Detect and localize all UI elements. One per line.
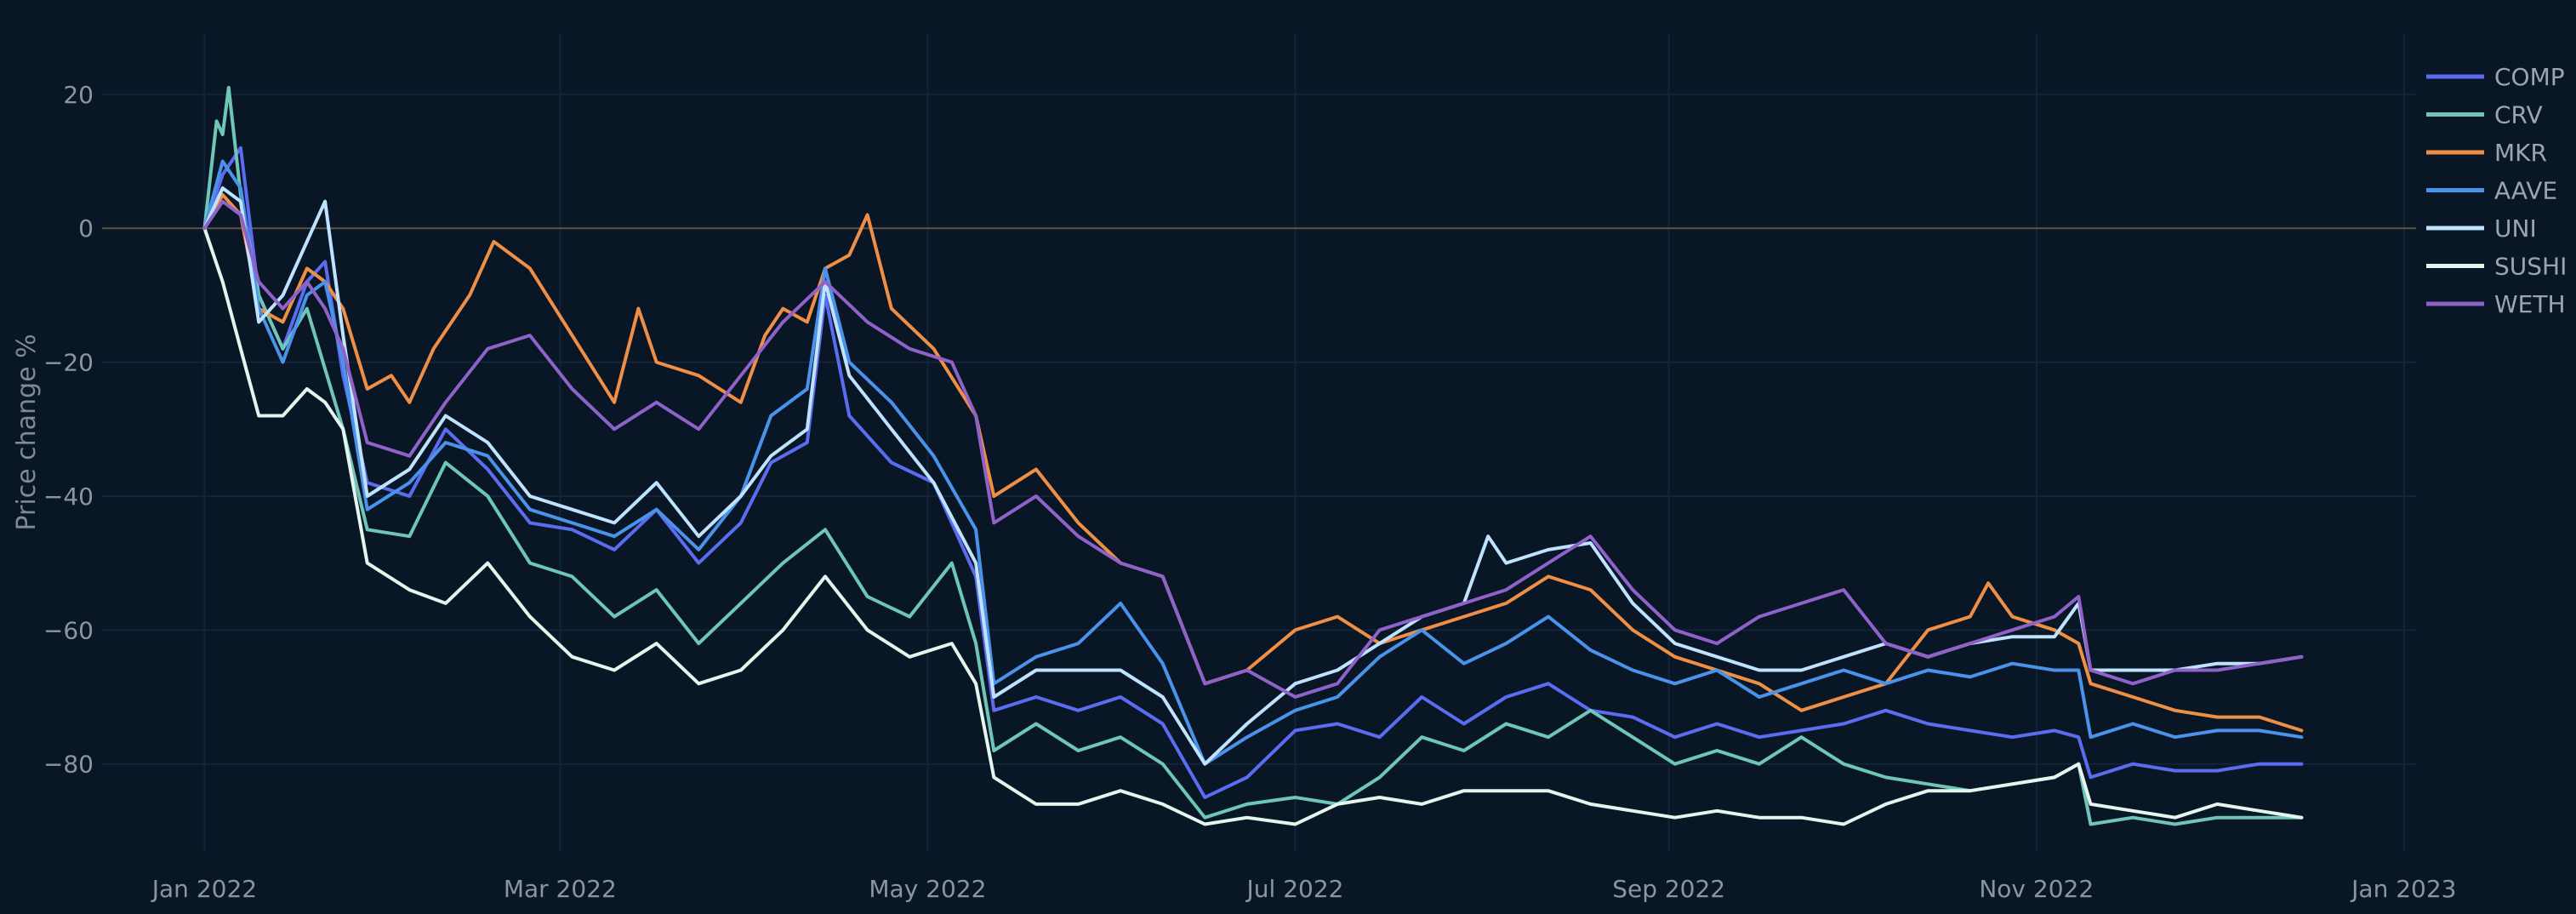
y-tick-label: 0 [78,214,94,243]
x-tick-label: May 2022 [869,875,986,903]
x-tick-label: Nov 2022 [1979,875,2094,903]
x-tick-label: Jan 2022 [151,875,257,903]
y-tick-label: −80 [43,751,94,779]
legend-label: AAVE [2494,177,2557,205]
legend-label: WETH [2494,290,2566,318]
y-axis-ticks: 20 0 −20 −40 −60 −80 [43,81,94,779]
x-axis-ticks: Jan 2022 Mar 2022 May 2022 Jul 2022 Sep 2022… [151,875,2457,903]
series-line-weth [202,199,2304,699]
legend-label: UNI [2494,214,2537,243]
x-tick-label: Sep 2022 [1612,875,1725,903]
legend-label: CRV [2494,101,2543,129]
y-tick-label: −40 [43,483,94,511]
series-line-mkr [202,192,2304,733]
legend-label: MKR [2494,139,2547,167]
gridlines [102,34,2416,851]
series-line-sushi [202,226,2304,826]
legend: COMP CRV MKR AAVE UNI SUSHI WETH [2426,63,2567,318]
legend-label: COMP [2494,63,2565,91]
x-tick-label: Jan 2023 [2350,875,2456,903]
y-axis-label: Price change % [12,334,42,530]
legend-label: SUSHI [2494,253,2567,281]
y-tick-label: −60 [43,616,94,644]
x-tick-label: Jul 2022 [1245,875,1344,903]
series-line-aave [202,159,2304,766]
series-line-crv [202,86,2304,826]
x-tick-label: Mar 2022 [504,875,617,903]
y-tick-label: 20 [63,81,94,109]
y-tick-label: −20 [43,349,94,377]
series-lines [202,86,2304,826]
